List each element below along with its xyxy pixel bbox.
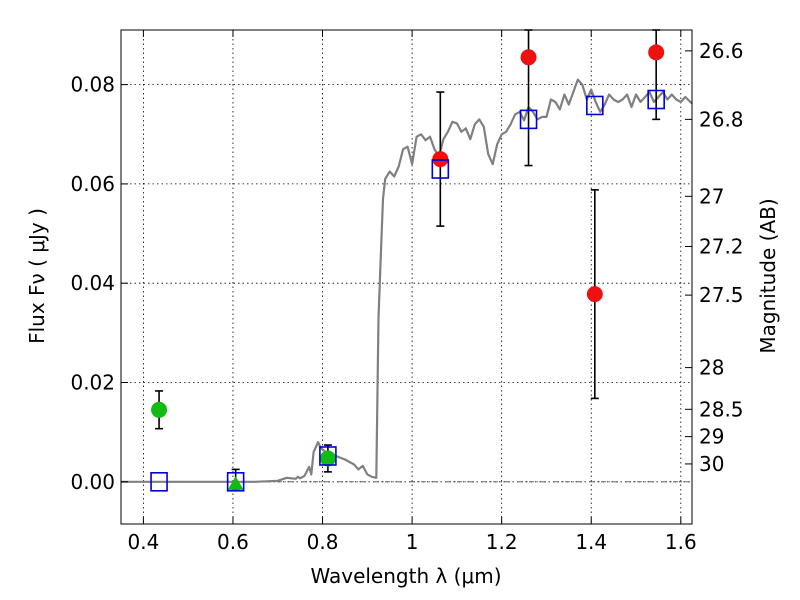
plot-frame	[120, 29, 693, 525]
y-tick-label: 0.06	[70, 172, 115, 196]
tick-labels: 0.4 0.6 0.8 1 1.2 1.4 1.6 0.00 0.02 0.04 0.06 0.08 2…	[70, 39, 743, 554]
green-triangle-point	[227, 476, 244, 490]
y-tick-label: 0.02	[70, 371, 115, 395]
x-tick-label: 1.6	[665, 530, 697, 554]
green-circle-point	[319, 450, 336, 467]
x-tick-label: 1	[406, 530, 419, 554]
error-bars	[155, 29, 661, 491]
right-tick-label: 27.5	[699, 283, 744, 307]
red-circle-point	[520, 49, 537, 66]
right-tick-label: 28	[699, 356, 724, 380]
model-photometry-square	[586, 95, 604, 116]
x-tick-label: 0.8	[307, 530, 339, 554]
x-tick-label: 1.2	[486, 530, 518, 554]
y-tick-label: 0.08	[70, 73, 115, 97]
model-spectrum-line	[121, 78, 693, 483]
right-tick-label: 27.2	[699, 234, 744, 258]
y-tick-label: 0.04	[70, 271, 115, 295]
right-tick-label: 30	[699, 452, 724, 476]
model-photometry-square	[519, 109, 538, 130]
grid	[121, 30, 692, 524]
red-circle-point	[586, 286, 603, 303]
model-photometry-square	[431, 159, 450, 179]
x-axis-title: Wavelength λ (μm)	[310, 564, 501, 588]
right-tick-label: 27	[699, 184, 724, 208]
model-photometry-square	[319, 446, 337, 466]
axis-ticks	[121, 30, 692, 524]
model-photometry-square	[150, 471, 168, 492]
green-circle-point	[151, 401, 168, 418]
x-tick-label: 0.4	[127, 530, 159, 554]
red-circle-point	[648, 44, 665, 61]
y-axis-title: Flux Fν ( μJy )	[25, 208, 49, 344]
model-photometry-square	[647, 89, 665, 110]
right-tick-label: 28.5	[699, 397, 744, 421]
model-photometry-square	[226, 471, 245, 492]
right-tick-label: 26.8	[699, 107, 744, 131]
model-spectrum-group	[121, 78, 693, 483]
right-axis-title: Magnitude (AB)	[756, 198, 780, 353]
y-tick-label: 0.00	[70, 470, 115, 494]
red-circle-point	[432, 151, 449, 168]
right-tick-label: 26.6	[699, 39, 744, 63]
data-markers	[150, 44, 665, 492]
x-tick-label: 1.4	[575, 530, 607, 554]
x-tick-label: 0.6	[217, 530, 249, 554]
right-tick-label: 29	[699, 425, 724, 449]
